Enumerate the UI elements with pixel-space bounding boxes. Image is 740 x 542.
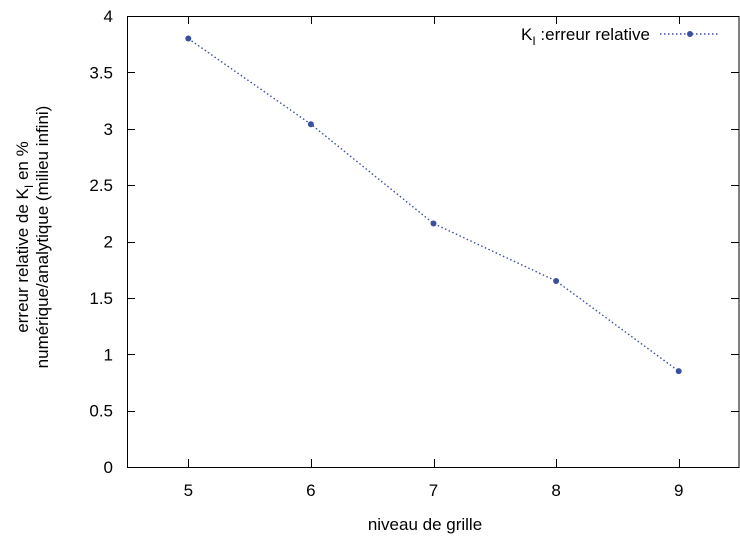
x-tick-label: 8	[551, 481, 560, 500]
x-axis: 5 6 7 8 9	[184, 16, 683, 500]
data-point	[430, 220, 437, 227]
y-tick-label: 1	[104, 345, 113, 364]
data-point	[553, 277, 560, 284]
y-axis-title: erreur relative de KI​ en % numérique/an…	[13, 106, 52, 369]
x-tick-label: 7	[429, 481, 438, 500]
y-tick-label: 4	[104, 7, 113, 26]
plot-frame	[127, 16, 740, 468]
y-tick-label: 0	[104, 458, 113, 477]
y-axis-title-line1: erreur relative de KI​ en %	[13, 141, 36, 332]
y-axis-title-line2: numérique/analytique (milieu infini)	[33, 106, 52, 369]
legend-marker	[687, 31, 693, 37]
y-tick-label: 2.5	[89, 176, 113, 195]
y-axis: 0 0.5 1 1.5 2 2.5 3 3.5 4	[89, 7, 739, 477]
y-tick-label: 1.5	[89, 289, 113, 308]
y-tick-label: 0.5	[89, 402, 113, 421]
y-tick-label: 3	[104, 120, 113, 139]
legend-label: KI​ :erreur relative	[521, 25, 650, 48]
series-layer	[185, 35, 682, 375]
data-point	[185, 35, 192, 42]
legend: KI​ :erreur relative	[521, 25, 719, 48]
x-tick-label: 6	[306, 481, 315, 500]
data-point	[307, 121, 314, 128]
series-line	[187, 38, 680, 372]
x-axis-title: niveau de grille	[368, 515, 482, 534]
x-tick-label: 9	[674, 481, 683, 500]
data-point	[675, 368, 682, 375]
x-tick-label: 5	[184, 481, 193, 500]
y-tick-label: 3.5	[89, 63, 113, 82]
y-tick-label: 2	[104, 233, 113, 252]
